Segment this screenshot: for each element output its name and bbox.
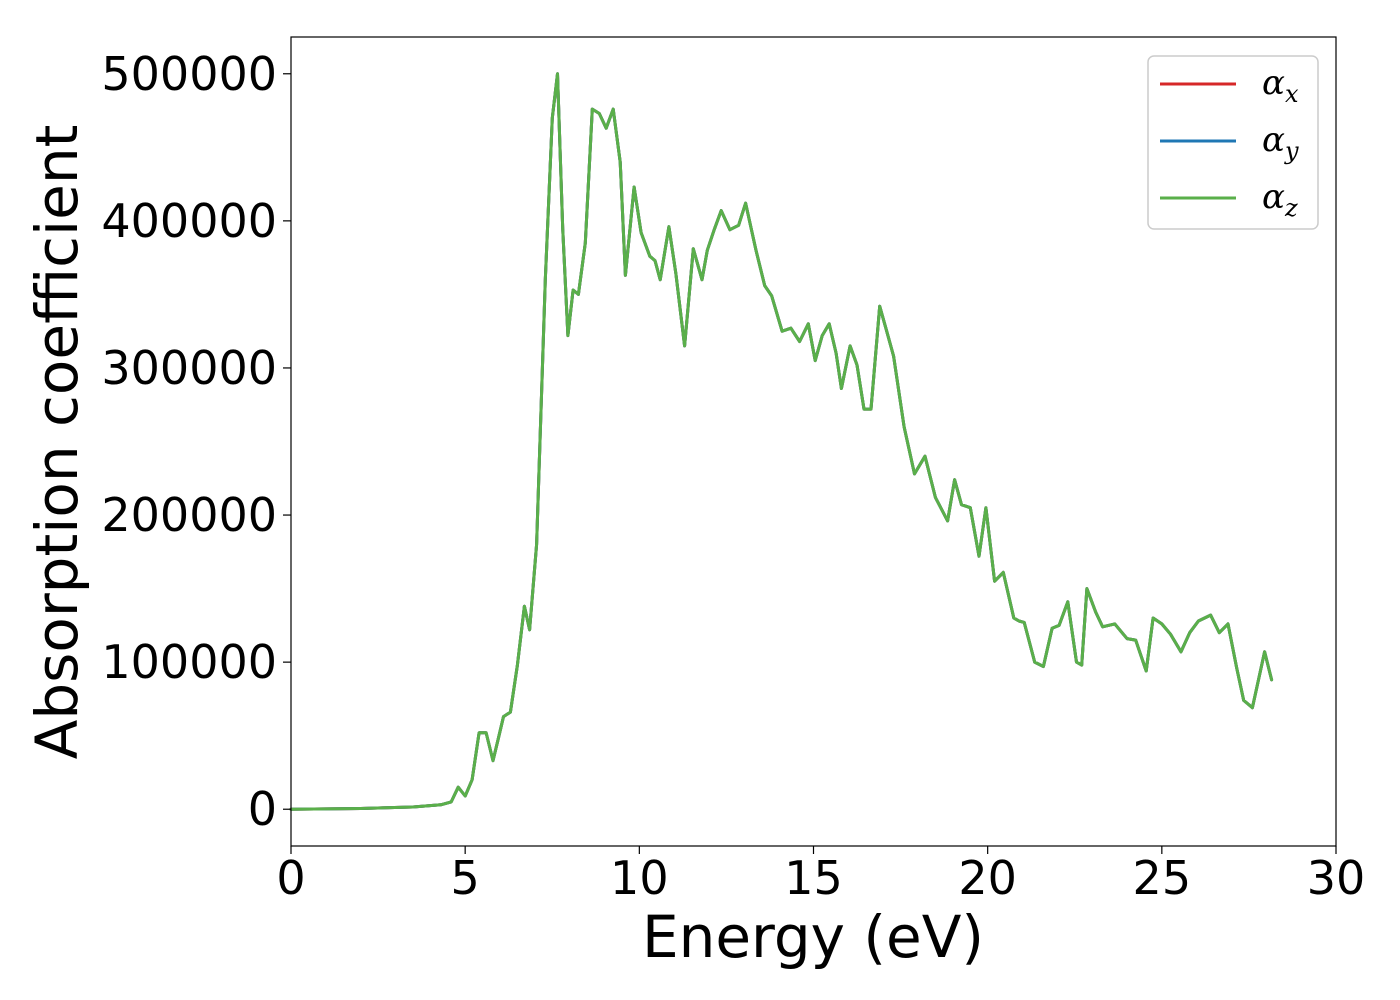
- series-line-3: [289, 72, 1274, 811]
- x-tick-label: 20: [958, 851, 1017, 905]
- y-axis-label: Absorption coefficient: [23, 125, 91, 760]
- x-tick-label: 10: [610, 851, 669, 905]
- x-tick-label: 5: [451, 851, 480, 905]
- y-tick-label: 100000: [101, 635, 277, 689]
- series-layer: [289, 72, 1274, 811]
- legend-entries: αx αy αz: [1160, 63, 1299, 222]
- legend-label: αy: [1262, 120, 1299, 165]
- y-tick-label: 0: [248, 782, 277, 836]
- x-axis-ticks: 0 5 10 15 20 25 30: [276, 846, 1365, 905]
- x-tick-label: 30: [1307, 851, 1366, 905]
- series-line-2: [289, 72, 1274, 811]
- legend-label: αx: [1262, 63, 1299, 108]
- y-tick-label: 500000: [101, 47, 277, 101]
- y-tick-label: 200000: [101, 488, 277, 542]
- x-axis-label: Energy (eV): [642, 903, 984, 971]
- series-line-1: [289, 72, 1274, 811]
- legend: αx αy αz: [1147, 55, 1319, 230]
- y-axis-ticks: 0 100000 200000 300000 400000 500000: [101, 47, 291, 836]
- legend-label: αz: [1262, 177, 1298, 222]
- x-tick-label: 0: [276, 851, 305, 905]
- x-tick-label: 15: [784, 851, 843, 905]
- y-tick-label: 300000: [101, 341, 277, 395]
- y-tick-label: 400000: [101, 194, 277, 248]
- x-tick-label: 25: [1133, 851, 1192, 905]
